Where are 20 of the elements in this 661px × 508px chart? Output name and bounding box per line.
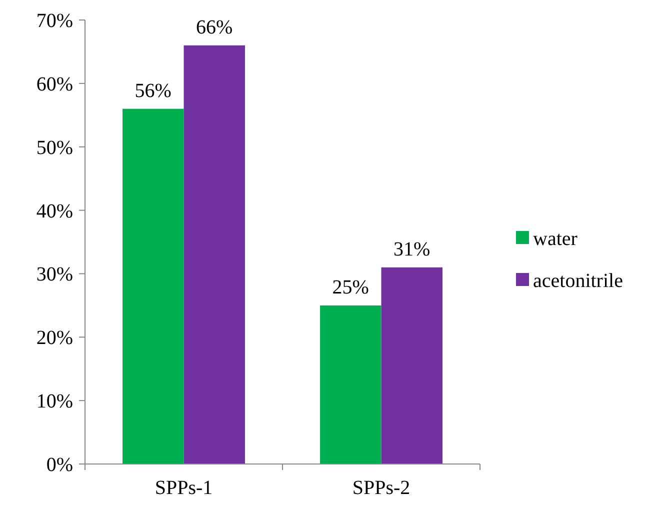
y-tick-label: 0% xyxy=(46,454,73,476)
data-label: 56% xyxy=(134,80,172,102)
y-tick-label: 10% xyxy=(36,390,73,413)
bar xyxy=(184,45,245,464)
y-tick-label: 20% xyxy=(36,327,73,350)
x-tick-label: SPPs-2 xyxy=(352,477,410,499)
data-label: 31% xyxy=(394,238,430,260)
y-tick-label: 50% xyxy=(36,136,73,159)
bar xyxy=(381,267,442,464)
y-tick-label: 30% xyxy=(36,264,73,286)
bar xyxy=(122,108,184,464)
x-tick-label: SPPs-1 xyxy=(154,477,213,499)
y-tick-label: 60% xyxy=(36,73,73,96)
data-label: 66% xyxy=(196,16,233,38)
data-label: 25% xyxy=(332,276,369,298)
y-tick-label: 40% xyxy=(36,200,73,222)
y-tick-label: 70% xyxy=(36,10,73,32)
legend-label: water xyxy=(533,228,578,250)
legend-label: acetonitrile xyxy=(533,270,624,292)
bar xyxy=(320,305,382,464)
